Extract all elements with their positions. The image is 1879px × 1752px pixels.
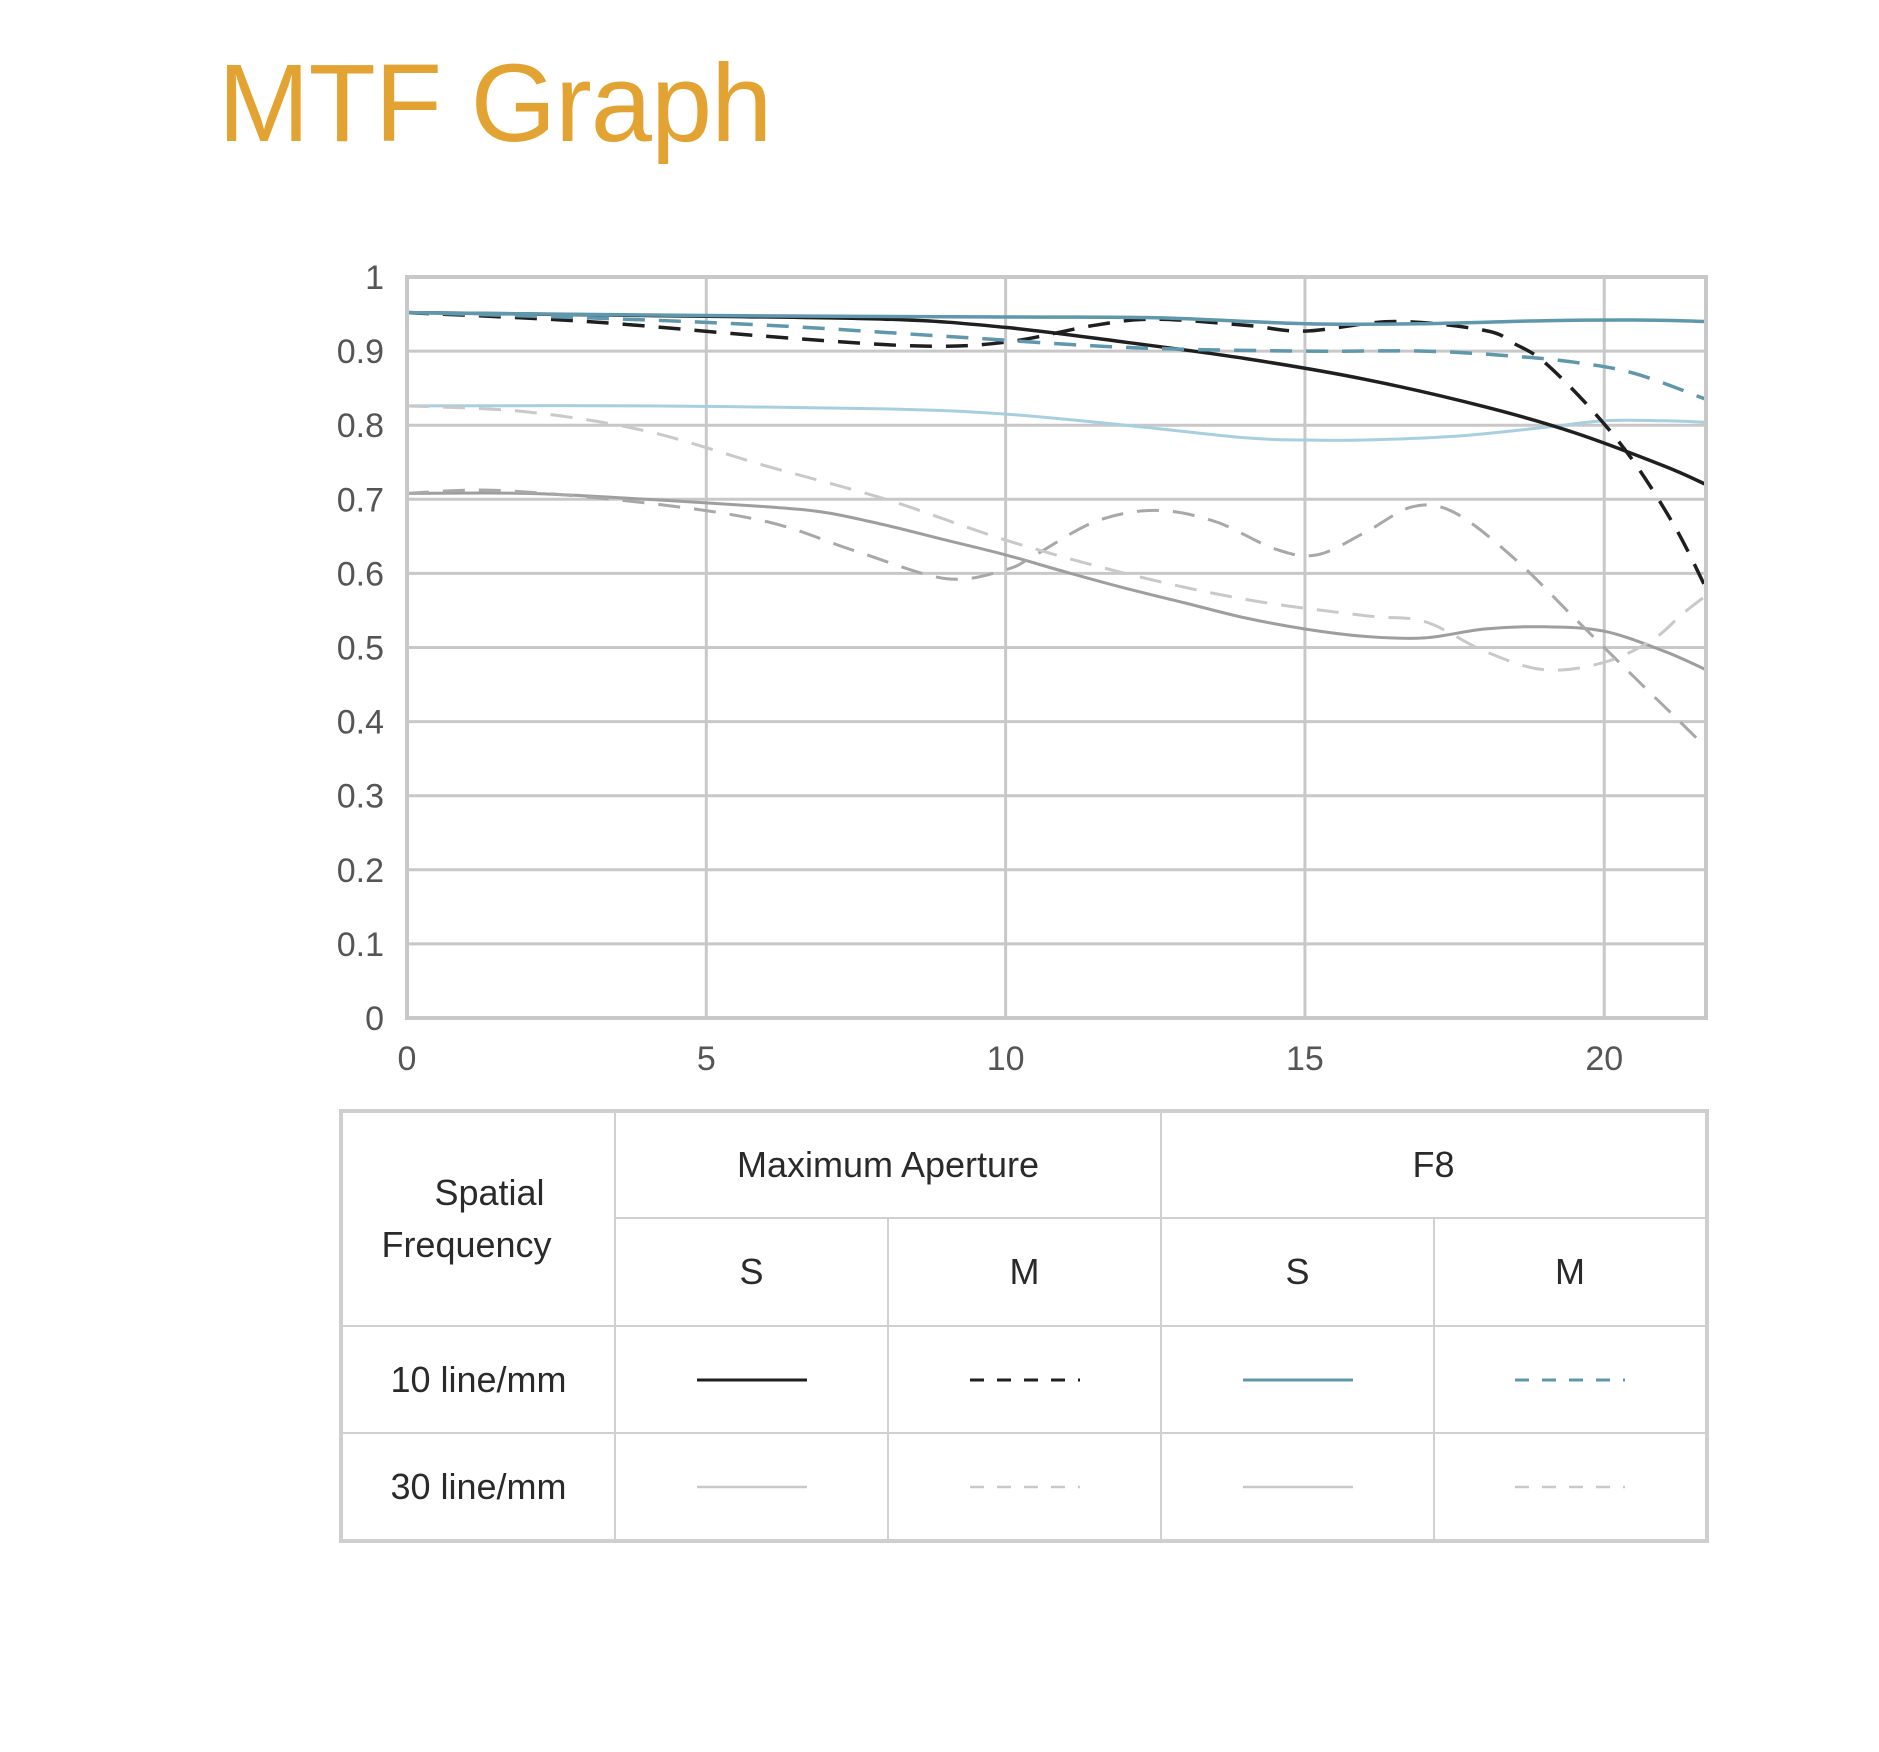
spatial-frequency-line-2: Frequency bbox=[381, 1224, 552, 1265]
swatch-10-max-m bbox=[886, 1325, 1163, 1434]
spatial-frequency-header: Spatial Frequency bbox=[340, 1110, 616, 1327]
sub-header-f8-s: S bbox=[1160, 1217, 1436, 1327]
legend-line-icon bbox=[1515, 1378, 1626, 1381]
y-tick-label-0: 0 bbox=[365, 1000, 384, 1038]
x-tick-label-20: 20 bbox=[1585, 1040, 1623, 1078]
series-max-aperture-30-m bbox=[406, 488, 1708, 749]
group-header-f8: F8 bbox=[1160, 1110, 1709, 1219]
spatial-frequency-line-1: Spatial bbox=[434, 1171, 545, 1213]
legend-row-30: 30 line/mm bbox=[340, 1432, 1709, 1542]
swatch-10-f8-s bbox=[1160, 1325, 1436, 1434]
mtf-chart: 00.10.20.30.40.50.60.70.80.910 5 10 15 20 bbox=[337, 259, 1708, 1078]
legend-line-icon bbox=[1242, 1378, 1353, 1381]
page-title: MTF Graph bbox=[218, 42, 772, 165]
series-f8-10-s bbox=[406, 310, 1707, 327]
swatch-30-max-s bbox=[614, 1432, 889, 1542]
group-header-maximum-aperture: Maximum Aperture bbox=[613, 1110, 1163, 1219]
sub-header-f8-m: M bbox=[1433, 1217, 1709, 1327]
y-tick-label-0.3: 0.3 bbox=[337, 778, 384, 816]
swatch-30-max-m bbox=[886, 1432, 1163, 1542]
row-label-30: 30 line/mm bbox=[340, 1432, 616, 1542]
y-tick-label-0.4: 0.4 bbox=[337, 704, 384, 742]
series-max-aperture-10-s bbox=[406, 310, 1707, 487]
x-tick-label-5: 5 bbox=[697, 1040, 716, 1078]
y-tick-label-0.7: 0.7 bbox=[337, 481, 384, 519]
chart-series bbox=[406, 310, 1708, 749]
series-max-aperture-10-m bbox=[406, 310, 1708, 589]
swatch-10-max-s bbox=[614, 1325, 889, 1434]
series-f8-30-s bbox=[406, 404, 1707, 442]
legend-line-icon bbox=[969, 1378, 1080, 1381]
x-tick-label-10: 10 bbox=[987, 1040, 1025, 1078]
y-tick-label-0.2: 0.2 bbox=[337, 852, 384, 890]
chart-grid bbox=[405, 275, 1706, 1020]
x-tick-label-0: 0 bbox=[398, 1040, 417, 1078]
series-f8-10-m bbox=[406, 310, 1707, 401]
y-tick-label-1: 1 bbox=[365, 259, 384, 297]
legend-table: Spatial Frequency Maximum Aperture F8 S … bbox=[339, 1109, 1710, 1543]
y-tick-label-0.1: 0.1 bbox=[337, 926, 384, 964]
legend-line-icon bbox=[696, 1485, 807, 1488]
y-tick-label-0.6: 0.6 bbox=[337, 555, 384, 593]
swatch-30-f8-s bbox=[1160, 1432, 1436, 1542]
y-tick-label-0.9: 0.9 bbox=[337, 333, 384, 371]
row-label-10: 10 line/mm bbox=[340, 1325, 616, 1434]
chart-axes: 00.10.20.30.40.50.60.70.80.910 5 10 15 20 bbox=[337, 259, 1623, 1078]
legend-line-icon bbox=[969, 1485, 1080, 1488]
y-tick-label-0.8: 0.8 bbox=[337, 407, 384, 445]
legend-line-icon bbox=[1242, 1485, 1353, 1488]
legend-line-icon bbox=[1515, 1485, 1626, 1488]
series-max-aperture-30-s bbox=[406, 491, 1707, 672]
plot-frame bbox=[405, 275, 1708, 1020]
swatch-30-f8-m bbox=[1433, 1432, 1709, 1542]
sub-header-max-m: M bbox=[886, 1217, 1163, 1327]
legend-line-icon bbox=[696, 1378, 807, 1381]
swatch-10-f8-m bbox=[1433, 1325, 1709, 1434]
legend-row-10: 10 line/mm bbox=[340, 1325, 1709, 1434]
x-tick-label-15: 15 bbox=[1286, 1040, 1324, 1078]
y-tick-label-0.5: 0.5 bbox=[337, 630, 384, 668]
sub-header-max-s: S bbox=[614, 1217, 889, 1327]
series-f8-30-m bbox=[406, 404, 1707, 672]
